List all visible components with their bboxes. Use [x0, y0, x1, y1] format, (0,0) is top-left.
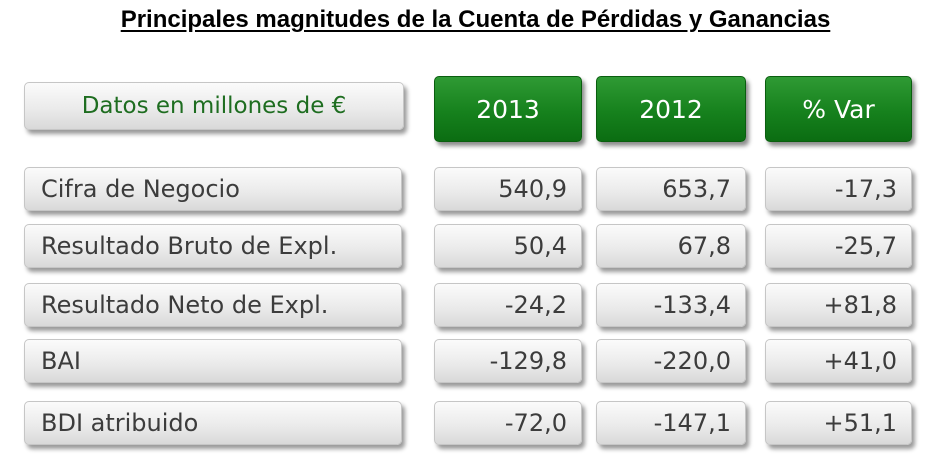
row-label: Resultado Neto de Expl. [24, 283, 402, 327]
row-label: Cifra de Negocio [24, 167, 402, 211]
units-label-box: Datos en millones de € [24, 82, 404, 130]
column-header-col-var: % Var [765, 76, 912, 142]
column-header-col-2012: 2012 [596, 76, 746, 142]
value-cell-col-var: -17,3 [765, 167, 912, 211]
value-cell-col-2013: 50,4 [434, 224, 582, 268]
row-label: BDI atribuido [24, 401, 402, 445]
value-cell-col-2013: -129,8 [434, 339, 582, 383]
value-cell-col-var: +51,1 [765, 401, 912, 445]
column-header-col-2013: 2013 [434, 76, 582, 142]
row-label: BAI [24, 339, 402, 383]
units-label: Datos en millones de € [81, 93, 347, 119]
value-cell-col-2012: -147,1 [596, 401, 746, 445]
value-cell-col-2013: -24,2 [434, 283, 582, 327]
value-cell-col-var: +81,8 [765, 283, 912, 327]
value-cell-col-2013: -72,0 [434, 401, 582, 445]
value-cell-col-2012: -133,4 [596, 283, 746, 327]
value-cell-col-2012: 653,7 [596, 167, 746, 211]
row-label: Resultado Bruto de Expl. [24, 224, 402, 268]
value-cell-col-2013: 540,9 [434, 167, 582, 211]
value-cell-col-2012: -220,0 [596, 339, 746, 383]
page-title: Principales magnitudes de la Cuenta de P… [120, 6, 831, 33]
value-cell-col-2012: 67,8 [596, 224, 746, 268]
value-cell-col-var: +41,0 [765, 339, 912, 383]
value-cell-col-var: -25,7 [765, 224, 912, 268]
